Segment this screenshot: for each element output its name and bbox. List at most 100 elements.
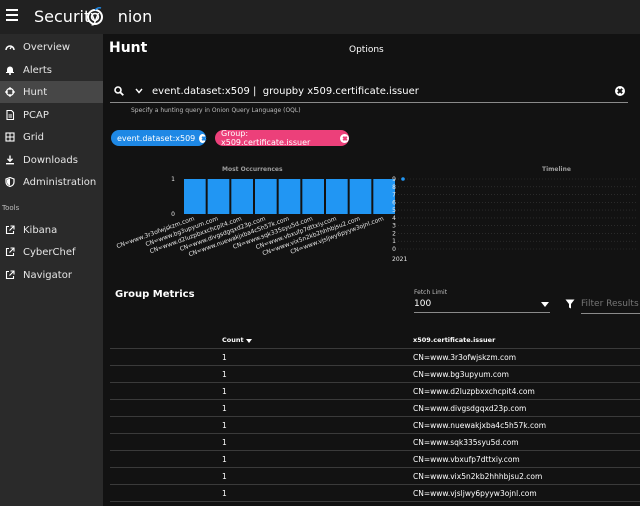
sidebar-item-pcap[interactable]: PCAP	[0, 104, 103, 126]
y-tick-label: 3	[392, 223, 396, 230]
sidebar-item-label: Navigator	[23, 269, 72, 281]
y-tick-label: 5	[392, 207, 396, 214]
cell-issuer[interactable]: CN=www.vbxufp7dttxiy.com	[413, 455, 520, 464]
timeline-chart-title: Timeline	[542, 166, 571, 173]
bar	[207, 179, 230, 214]
external-link-icon	[5, 225, 15, 235]
sidebar-item-label: Kibana	[23, 224, 58, 236]
filter-underline	[581, 313, 640, 314]
sidebar-item-cyberchef[interactable]: CyberChef	[0, 241, 103, 263]
fetch-limit-select[interactable]: 100	[414, 299, 432, 309]
sidebar-item-label: Grid	[23, 131, 44, 143]
cell-count: 1	[222, 353, 227, 362]
sidebar-item-label: Downloads	[23, 154, 78, 166]
table-row[interactable]: 1 CN=www.vjsljwy6pyyw3ojnl.com	[110, 485, 640, 502]
cell-count: 1	[222, 387, 227, 396]
search-icon[interactable]	[114, 86, 124, 96]
cell-count: 1	[222, 421, 227, 430]
y-tick-label: 2	[392, 230, 396, 237]
table-row[interactable]: 1 CN=www.divgsdgqxd23p.com	[110, 400, 640, 417]
app-bar: Security nion	[0, 0, 640, 34]
clear-icon[interactable]	[615, 86, 625, 96]
chevron-down-icon[interactable]	[135, 88, 143, 94]
fetch-limit-label: Fetch Limit	[414, 289, 448, 296]
file-icon	[5, 110, 15, 120]
sidebar-item-grid[interactable]: Grid	[0, 126, 103, 148]
table-row[interactable]: 1 CN=www.3r3ofwjskzm.com	[110, 349, 640, 366]
bar	[349, 179, 372, 214]
sidebar-item-administration[interactable]: Administration	[0, 171, 103, 193]
sidebar-item-hunt[interactable]: Hunt	[0, 81, 103, 103]
main-content: Hunt Options Specify a hunting query in …	[103, 34, 640, 506]
onion-logo-icon	[87, 7, 103, 25]
download-icon	[5, 155, 15, 165]
x-tick-label: 2021	[392, 256, 407, 263]
chip-label: event.dataset:x509	[117, 133, 196, 143]
cell-issuer[interactable]: CN=www.vix5n2kb2hhhbjsu2.com	[413, 472, 543, 481]
table-row[interactable]: 1 CN=www.sqk335syu5d.com	[110, 434, 640, 451]
page-title: Hunt	[109, 40, 148, 56]
menu-icon[interactable]	[6, 9, 18, 23]
table-header: Count x509.certificate.issuer	[110, 331, 640, 349]
close-icon[interactable]	[199, 133, 206, 143]
y-tick-label: 0	[392, 246, 396, 253]
cell-count: 1	[222, 489, 227, 498]
cell-count: 1	[222, 404, 227, 413]
chip-label: Group: x509.certificate.issuer	[221, 129, 311, 147]
sidebar-item-overview[interactable]: Overview	[0, 36, 103, 58]
data-point	[401, 177, 405, 181]
sidebar-item-kibana[interactable]: Kibana	[0, 219, 103, 241]
cell-issuer[interactable]: CN=www.nuewakjxba4c5h57k.com	[413, 421, 547, 430]
table-row[interactable]: 1 CN=www.vix5n2kb2hhhbjsu2.com	[110, 468, 640, 485]
tools-section-label: Tools	[2, 204, 20, 212]
column-header-count[interactable]: Count	[222, 336, 244, 344]
column-header-issuer[interactable]: x509.certificate.issuer	[413, 336, 496, 344]
cell-count: 1	[222, 438, 227, 447]
table-row[interactable]: 1 CN=www.vbxufp7dttxiy.com	[110, 451, 640, 468]
cell-issuer[interactable]: CN=www.d2luzpbxxchcpit4.com	[413, 387, 535, 396]
cell-issuer[interactable]: CN=www.sqk335syu5d.com	[413, 438, 519, 447]
tab-options[interactable]: Options	[349, 45, 384, 55]
bar	[302, 179, 324, 214]
table-row[interactable]: 1 CN=www.bg3upyum.com	[110, 366, 640, 383]
cell-count: 1	[222, 472, 227, 481]
cell-issuer[interactable]: CN=www.3r3ofwjskzm.com	[413, 353, 517, 362]
group-metrics-title: Group Metrics	[115, 289, 195, 300]
cell-issuer[interactable]: CN=www.divgsdgqxd23p.com	[413, 404, 527, 413]
cell-count: 1	[222, 370, 227, 379]
cell-count: 1	[222, 455, 227, 464]
filter-chip-dataset[interactable]: event.dataset:x509	[111, 130, 206, 146]
bar	[255, 179, 277, 214]
external-link-icon	[5, 247, 15, 257]
y-tick-label: 4	[392, 215, 396, 222]
crosshairs-icon	[5, 87, 15, 97]
table-row[interactable]: 1 CN=www.nuewakjxba4c5h57k.com	[110, 417, 640, 434]
sort-down-icon[interactable]	[246, 339, 252, 343]
filter-chip-group[interactable]: Group: x509.certificate.issuer	[215, 129, 349, 147]
cell-issuer[interactable]: CN=www.bg3upyum.com	[413, 370, 509, 379]
bar	[184, 179, 206, 214]
app-title: Security nion	[34, 7, 153, 26]
table-row[interactable]: 1 CN=www.d2luzpbxxchcpit4.com	[110, 383, 640, 400]
y-tick-label: 9	[392, 176, 396, 183]
filter-icon	[565, 299, 575, 309]
close-icon[interactable]	[340, 133, 349, 143]
y-tick-label: 6	[392, 199, 396, 206]
sidebar: Overview Alerts Hunt PCAP Grid Downloads…	[0, 34, 103, 506]
bar	[326, 179, 348, 214]
sidebar-item-label: Administration	[23, 176, 97, 188]
cell-issuer[interactable]: CN=www.vjsljwy6pyyw3ojnl.com	[413, 489, 537, 498]
query-hint: Specify a hunting query in Onion Query L…	[131, 107, 301, 114]
sidebar-item-label: Hunt	[23, 86, 48, 98]
caret-down-icon[interactable]	[541, 302, 549, 307]
sidebar-item-navigator[interactable]: Navigator	[0, 264, 103, 286]
filter-results-input[interactable]	[581, 297, 640, 311]
query-input[interactable]	[152, 82, 607, 100]
sidebar-item-label: Alerts	[23, 64, 53, 76]
y-tick-label: 8	[392, 184, 396, 191]
bar	[278, 179, 301, 214]
sidebar-item-downloads[interactable]: Downloads	[0, 149, 103, 171]
sidebar-item-alerts[interactable]: Alerts	[0, 59, 103, 81]
grid-icon	[5, 132, 15, 142]
